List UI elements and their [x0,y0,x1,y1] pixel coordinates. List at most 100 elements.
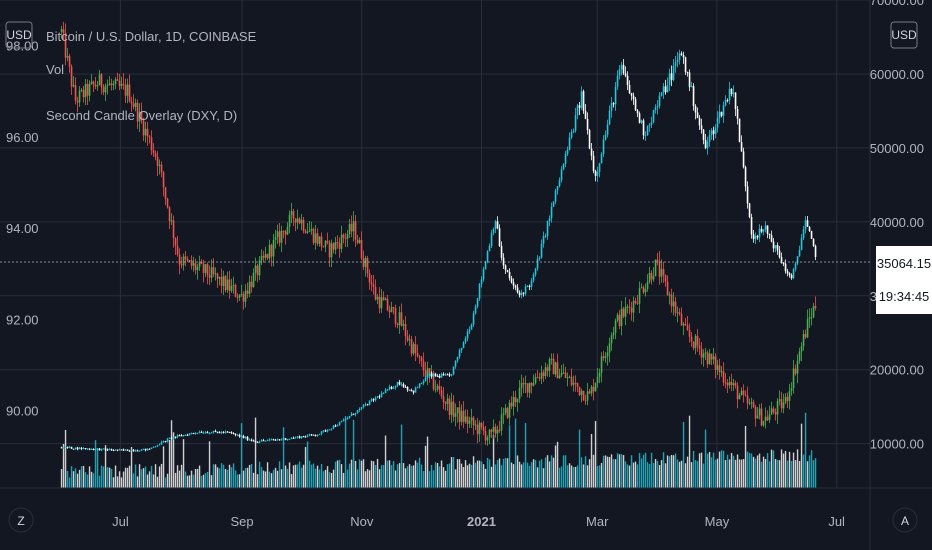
dxy-candle [302,219,305,231]
btc-candle [430,373,433,377]
volume-bar [690,462,693,488]
dxy-candle [92,81,95,85]
btc-candle [274,439,277,441]
dxy-candle [744,394,747,396]
btc-candle [436,375,439,377]
btc-candle [468,329,471,332]
btc-candle [388,386,391,390]
dxy-candle [378,296,381,309]
btc-candle [506,269,509,273]
btc-candle [710,130,713,136]
dxy-candle [436,385,439,390]
btc-candle [376,396,379,398]
volume-bar [160,463,163,488]
volume-bar [220,463,223,488]
dxy-candle [228,279,231,291]
dxy-candle [286,226,289,235]
volume-bar [580,457,583,488]
btc-candle [322,430,325,432]
btc-candle [270,439,273,441]
btc-candle [616,75,619,87]
volume-bar [768,461,771,488]
btc-candle [744,167,747,187]
dxy-candle [686,325,689,330]
btc-candle [210,432,213,434]
left-currency-button[interactable]: USD [5,21,33,49]
btc-candle [336,425,339,427]
btc-candle [780,257,783,264]
dxy-candle [784,396,787,403]
btc-candle [498,228,501,246]
dxy-candle [590,386,593,394]
dxy-candle [450,401,453,415]
dxy-candle [412,344,415,354]
dxy-candle [238,294,241,298]
volume-bar [202,474,205,488]
volume-bar [674,453,677,488]
dxy-candle [510,402,513,407]
volume-bar [98,475,101,488]
volume-bar [774,458,777,488]
btc-candle [470,324,473,330]
btc-candle [72,448,75,450]
dxy-candle [80,89,83,91]
dxy-candle [736,385,739,400]
btc-candle [600,153,603,164]
left-corner-button[interactable]: Z [8,507,34,533]
btc-candle [704,139,707,149]
volume-bar [170,420,173,488]
dxy-candle [798,351,801,361]
btc-candle [588,130,591,149]
btc-candle [340,421,343,423]
volume-bar [356,469,359,488]
dxy-candle [702,353,705,358]
volume-bar [60,469,63,488]
volume-bar [556,441,559,488]
volume-bar [600,462,603,488]
dxy-candle [728,381,731,386]
volume-bar [410,465,413,488]
btc-series [60,49,817,452]
volume-bar [762,456,765,488]
btc-candle [316,434,319,436]
btc-candle [454,360,457,367]
dxy-candle [534,377,537,384]
dxy-candle [306,231,309,233]
dxy-candle [466,416,469,424]
volume-bar [404,468,407,488]
volume-bar [408,464,411,488]
volume-bar [314,468,317,488]
btc-candle [720,111,723,116]
btc-candle [568,137,571,150]
volume-bar [466,465,469,488]
btc-candle [434,373,437,376]
btc-candle [800,238,803,251]
btc-candle [530,280,533,287]
btc-candle [204,432,207,434]
btc-candle [772,241,775,249]
dxy-candle [78,90,81,103]
right-currency-button[interactable]: USD [890,21,918,49]
dxy-candle [100,74,103,88]
dxy-candle [684,323,687,326]
dxy-candle [498,429,501,431]
volume-bar [298,461,301,488]
left-tick-label: 96.00 [6,130,39,145]
btc-candle [694,106,697,113]
volume-bar [558,467,561,488]
dxy-candle [734,383,737,386]
volume-bar [720,450,723,488]
dxy-candle [182,256,185,266]
dxy-candle [368,273,371,283]
right-corner-button-frame [892,507,918,533]
volume-bar [338,459,341,488]
btc-candle [128,450,131,452]
right-corner-button[interactable]: A [892,507,918,533]
volume-bar [102,466,105,488]
btc-candle [486,251,489,262]
dxy-candle [808,317,811,319]
btc-candle [698,118,701,126]
